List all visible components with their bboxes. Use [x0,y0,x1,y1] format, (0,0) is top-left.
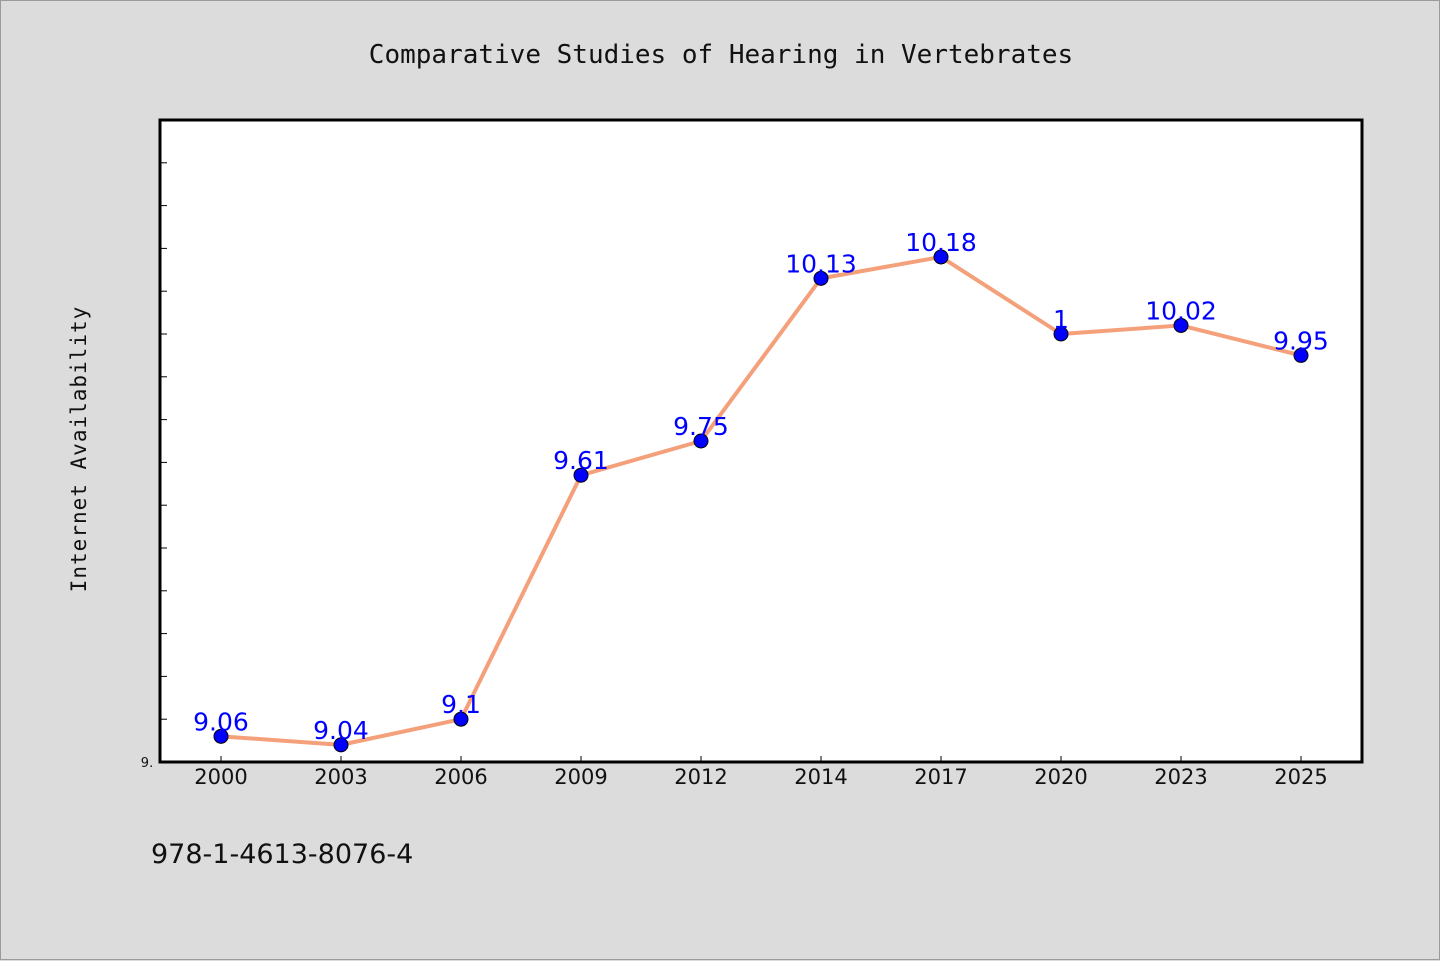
series-line-layer [219,254,1303,747]
data-point-marker [213,728,229,744]
data-point-marker [813,270,829,286]
footnote-isbn: 978-1-4613-8076-4 [151,839,413,870]
data-point-marker [1293,347,1309,363]
x-tick-label: 2025 [1274,765,1327,789]
plot-frame [158,118,1364,764]
data-label: 9.95 [1273,326,1329,355]
data-label: 10.02 [1145,296,1217,325]
series-line [219,254,1303,747]
data-label: 9.04 [313,716,369,745]
data-point-marker [453,711,469,727]
data-label: 10.13 [785,249,857,278]
x-tick-label: 2000 [194,765,247,789]
data-label: 9.1 [441,690,481,719]
data-point-marker [573,467,589,483]
series-markers [213,249,1309,753]
data-point-marker [1173,317,1189,333]
x-tick-label: 2017 [914,765,967,789]
data-point-marker [693,433,709,449]
data-label: 10.18 [905,228,977,257]
x-tick-label: 2003 [314,765,367,789]
x-tick-label: 2009 [554,765,607,789]
data-point-marker [1053,326,1069,342]
x-tick-labels: 2000 2003 2006 2009 2012 2014 2017 2020 2023 2025 [194,765,1327,789]
y-axis-label: Internet Availability [67,306,91,593]
data-point-marker [333,737,349,753]
y-tick-label: 9. [141,756,153,771]
data-point-marker [933,249,949,265]
data-label: 1 [1053,305,1069,334]
x-tick-label: 2012 [674,765,727,789]
data-label: 9.06 [193,707,249,736]
data-label: 9.61 [553,446,609,475]
x-tick-label: 2020 [1034,765,1087,789]
data-labels: 9.06 9.04 9.1 9.61 9.75 10.13 10.18 1 10.02 9.95 [193,228,1329,745]
x-tick-label: 2014 [794,765,847,789]
x-tick-label: 2023 [1154,765,1207,789]
plot-area [160,120,1362,762]
chart-title: Comparative Studies of Hearing in Verteb… [369,40,1073,70]
data-label: 9.75 [673,412,729,441]
x-tick-label: 2006 [434,765,487,789]
